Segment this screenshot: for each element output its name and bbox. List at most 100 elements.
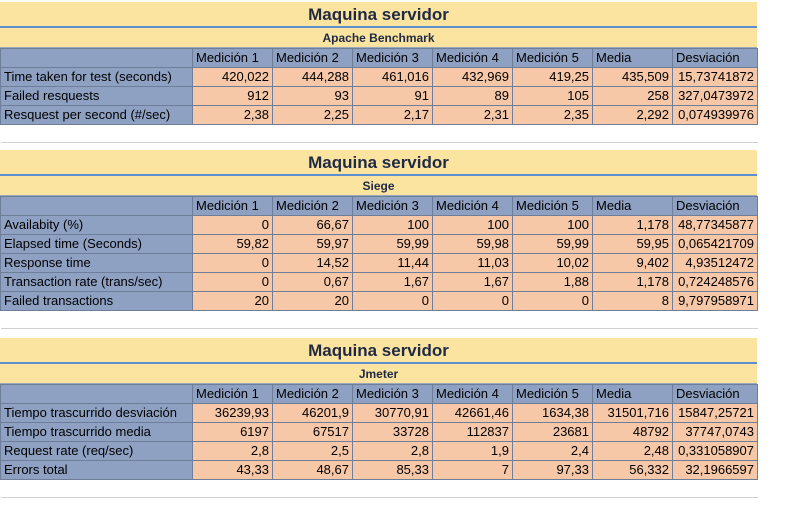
data-cell[interactable]: 85,33 bbox=[352, 460, 433, 480]
data-cell[interactable]: 59,82 bbox=[192, 234, 273, 254]
data-cell[interactable]: 66,67 bbox=[272, 215, 353, 235]
data-cell[interactable]: 2,35 bbox=[512, 105, 593, 125]
data-cell[interactable]: 43,33 bbox=[192, 460, 273, 480]
data-cell[interactable]: 0 bbox=[192, 215, 273, 235]
data-cell[interactable]: 0,065421709 bbox=[672, 234, 758, 254]
data-cell[interactable]: 20 bbox=[192, 291, 273, 311]
block-subtitle[interactable]: Siege bbox=[0, 176, 757, 196]
corner-cell[interactable] bbox=[0, 196, 193, 216]
row-label[interactable]: Request rate (req/sec) bbox=[0, 441, 193, 461]
data-cell[interactable]: 2,38 bbox=[192, 105, 273, 125]
data-cell[interactable]: 1,9 bbox=[432, 441, 513, 461]
data-cell[interactable]: 432,969 bbox=[432, 67, 513, 87]
data-cell[interactable]: 2,8 bbox=[352, 441, 433, 461]
data-cell[interactable]: 420,022 bbox=[192, 67, 273, 87]
data-cell[interactable]: 100 bbox=[432, 215, 513, 235]
data-cell[interactable]: 100 bbox=[512, 215, 593, 235]
data-cell[interactable]: 32,1966597 bbox=[672, 460, 758, 480]
data-cell[interactable]: 0,074939976 bbox=[672, 105, 758, 125]
data-cell[interactable]: 11,44 bbox=[352, 253, 433, 273]
column-header[interactable]: Medición 2 bbox=[272, 384, 353, 404]
column-header[interactable]: Medición 1 bbox=[192, 196, 273, 216]
row-label[interactable]: Transaction rate (trans/sec) bbox=[0, 272, 193, 292]
data-cell[interactable]: 100 bbox=[352, 215, 433, 235]
data-cell[interactable]: 7 bbox=[432, 460, 513, 480]
data-cell[interactable]: 8 bbox=[592, 291, 673, 311]
column-header[interactable]: Medición 3 bbox=[352, 384, 433, 404]
data-cell[interactable]: 435,509 bbox=[592, 67, 673, 87]
data-cell[interactable]: 46201,9 bbox=[272, 403, 353, 423]
data-cell[interactable]: 30770,91 bbox=[352, 403, 433, 423]
column-header[interactable]: Medición 4 bbox=[432, 196, 513, 216]
data-cell[interactable]: 9,402 bbox=[592, 253, 673, 273]
data-cell[interactable]: 0,67 bbox=[272, 272, 353, 292]
column-header[interactable]: Desviación bbox=[672, 384, 758, 404]
row-label[interactable]: Resquest per second (#/sec) bbox=[0, 105, 193, 125]
data-cell[interactable]: 14,52 bbox=[272, 253, 353, 273]
data-cell[interactable]: 15847,25721 bbox=[672, 403, 758, 423]
column-header[interactable]: Media bbox=[592, 384, 673, 404]
data-cell[interactable]: 59,95 bbox=[592, 234, 673, 254]
row-label[interactable]: Errors total bbox=[0, 460, 193, 480]
column-header[interactable]: Medición 2 bbox=[272, 196, 353, 216]
column-header[interactable]: Media bbox=[592, 48, 673, 68]
block-title[interactable]: Maquina servidor bbox=[0, 338, 757, 364]
corner-cell[interactable] bbox=[0, 48, 193, 68]
data-cell[interactable]: 2,31 bbox=[432, 105, 513, 125]
data-cell[interactable]: 15,73741872 bbox=[672, 67, 758, 87]
data-cell[interactable]: 93 bbox=[272, 86, 353, 106]
corner-cell[interactable] bbox=[0, 384, 193, 404]
data-cell[interactable]: 48792 bbox=[592, 422, 673, 442]
data-cell[interactable]: 56,332 bbox=[592, 460, 673, 480]
data-cell[interactable]: 1634,38 bbox=[512, 403, 593, 423]
data-cell[interactable]: 327,0473972 bbox=[672, 86, 758, 106]
data-cell[interactable]: 2,25 bbox=[272, 105, 353, 125]
data-cell[interactable]: 10,02 bbox=[512, 253, 593, 273]
data-cell[interactable]: 2,5 bbox=[272, 441, 353, 461]
empty-cell[interactable] bbox=[0, 310, 758, 329]
data-cell[interactable]: 89 bbox=[432, 86, 513, 106]
data-cell[interactable]: 105 bbox=[512, 86, 593, 106]
row-label[interactable]: Failed transactions bbox=[0, 291, 193, 311]
column-header[interactable]: Medición 3 bbox=[352, 48, 433, 68]
data-cell[interactable]: 419,25 bbox=[512, 67, 593, 87]
data-cell[interactable]: 42661,46 bbox=[432, 403, 513, 423]
data-cell[interactable]: 0,724248576 bbox=[672, 272, 758, 292]
block-subtitle[interactable]: Apache Benchmark bbox=[0, 28, 757, 48]
row-label[interactable]: Time taken for test (seconds) bbox=[0, 67, 193, 87]
data-cell[interactable]: 0 bbox=[432, 291, 513, 311]
data-cell[interactable]: 59,98 bbox=[432, 234, 513, 254]
column-header[interactable]: Media bbox=[592, 196, 673, 216]
column-header[interactable]: Medición 5 bbox=[512, 196, 593, 216]
column-header[interactable]: Medición 4 bbox=[432, 48, 513, 68]
row-label[interactable]: Elapsed time (Seconds) bbox=[0, 234, 193, 254]
data-cell[interactable]: 59,99 bbox=[352, 234, 433, 254]
data-cell[interactable]: 1,67 bbox=[432, 272, 513, 292]
data-cell[interactable]: 4,93512472 bbox=[672, 253, 758, 273]
column-header[interactable]: Medición 5 bbox=[512, 48, 593, 68]
block-title[interactable]: Maquina servidor bbox=[0, 150, 757, 176]
data-cell[interactable]: 0 bbox=[192, 253, 273, 273]
data-cell[interactable]: 11,03 bbox=[432, 253, 513, 273]
row-label[interactable]: Failed resquests bbox=[0, 86, 193, 106]
data-cell[interactable]: 31501,716 bbox=[592, 403, 673, 423]
column-header[interactable]: Medición 2 bbox=[272, 48, 353, 68]
column-header[interactable]: Desviación bbox=[672, 48, 758, 68]
data-cell[interactable]: 2,8 bbox=[192, 441, 273, 461]
row-label[interactable]: Response time bbox=[0, 253, 193, 273]
data-cell[interactable]: 2,292 bbox=[592, 105, 673, 125]
empty-cell[interactable] bbox=[0, 124, 758, 143]
column-header[interactable]: Medición 4 bbox=[432, 384, 513, 404]
column-header[interactable]: Medición 3 bbox=[352, 196, 433, 216]
column-header[interactable]: Medición 1 bbox=[192, 48, 273, 68]
data-cell[interactable]: 258 bbox=[592, 86, 673, 106]
data-cell[interactable]: 1,67 bbox=[352, 272, 433, 292]
data-cell[interactable]: 2,17 bbox=[352, 105, 433, 125]
data-cell[interactable]: 33728 bbox=[352, 422, 433, 442]
data-cell[interactable]: 20 bbox=[272, 291, 353, 311]
row-label[interactable]: Tiempo trascurrido desviación bbox=[0, 403, 193, 423]
column-header[interactable]: Desviación bbox=[672, 196, 758, 216]
data-cell[interactable]: 67517 bbox=[272, 422, 353, 442]
row-label[interactable]: Tiempo trascurrido media bbox=[0, 422, 193, 442]
data-cell[interactable]: 2,4 bbox=[512, 441, 593, 461]
